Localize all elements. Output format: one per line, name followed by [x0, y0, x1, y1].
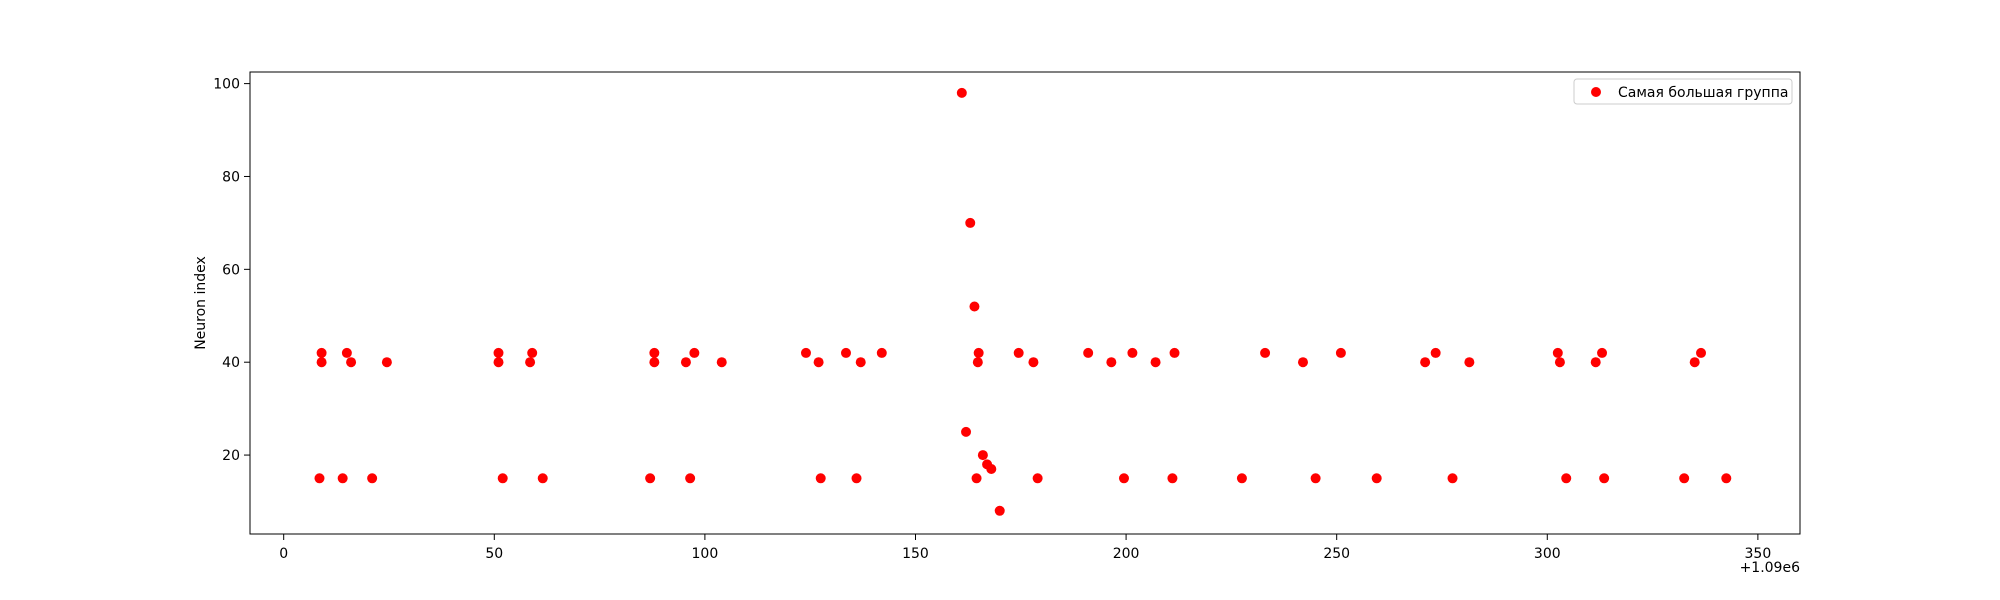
data-point — [994, 505, 1005, 516]
data-point — [851, 473, 862, 484]
y-tick-label: 20 — [222, 448, 240, 464]
data-point — [1599, 473, 1610, 484]
data-point — [969, 301, 980, 312]
data-point — [986, 463, 997, 474]
data-point — [1420, 357, 1431, 368]
y-tick-label: 80 — [222, 169, 240, 185]
data-point — [813, 357, 824, 368]
plot-area — [250, 72, 1800, 534]
data-points — [314, 87, 1732, 516]
data-point — [973, 347, 984, 358]
data-point — [1554, 357, 1565, 368]
data-point — [680, 357, 691, 368]
data-point — [649, 347, 660, 358]
data-point — [1236, 473, 1247, 484]
y-axis-label: Neuron index — [193, 256, 209, 350]
data-point — [493, 347, 504, 358]
data-point — [1169, 347, 1180, 358]
x-tick-label: 50 — [485, 546, 503, 562]
data-point — [1597, 347, 1608, 358]
data-point — [1335, 347, 1346, 358]
data-point — [961, 426, 972, 437]
data-point — [1028, 357, 1039, 368]
data-point — [977, 450, 988, 461]
y-tick-label: 100 — [213, 77, 240, 93]
data-point — [525, 357, 536, 368]
legend-marker-icon — [1591, 87, 1601, 97]
x-tick-label: 200 — [1113, 546, 1140, 562]
data-point — [855, 357, 866, 368]
data-point — [840, 347, 851, 358]
data-point — [1310, 473, 1321, 484]
x-tick-label: 100 — [692, 546, 719, 562]
data-point — [800, 347, 811, 358]
data-point — [1430, 347, 1441, 358]
data-point — [527, 347, 538, 358]
data-point — [815, 473, 826, 484]
x-axis-offset-label: +1.09e6 — [1740, 560, 1801, 576]
data-point — [876, 347, 887, 358]
y-axis-ticks: 20 40 60 80 100 — [213, 77, 250, 464]
data-point — [1679, 473, 1690, 484]
data-point — [649, 357, 660, 368]
legend: Самая большая группа — [1573, 78, 1793, 105]
data-point — [1590, 357, 1601, 368]
x-axis-ticks: 0 50 100 150 200 250 300 350 — [279, 534, 1771, 562]
y-tick-label: 60 — [222, 262, 240, 278]
x-tick-label: 300 — [1534, 546, 1561, 562]
data-point — [1032, 473, 1043, 484]
data-point — [1721, 473, 1732, 484]
x-tick-label: 350 — [1745, 546, 1772, 562]
data-point — [1371, 473, 1382, 484]
data-point — [537, 473, 548, 484]
data-point — [1150, 357, 1161, 368]
data-point — [341, 347, 352, 358]
x-tick-label: 250 — [1323, 546, 1350, 562]
data-point — [1696, 347, 1707, 358]
data-point — [316, 347, 327, 358]
data-point — [316, 357, 327, 368]
data-point — [1127, 347, 1138, 358]
data-point — [1464, 357, 1475, 368]
data-point — [1013, 347, 1024, 358]
x-tick-label: 0 — [279, 546, 288, 562]
data-point — [716, 357, 727, 368]
data-point — [956, 87, 967, 98]
data-point — [965, 217, 976, 228]
data-point — [381, 357, 392, 368]
data-point — [971, 473, 982, 484]
data-point — [1297, 357, 1308, 368]
y-tick-label: 40 — [222, 355, 240, 371]
data-point — [1167, 473, 1178, 484]
data-point — [1561, 473, 1572, 484]
data-point — [497, 473, 508, 484]
data-point — [685, 473, 696, 484]
data-point — [1260, 347, 1271, 358]
data-point — [1552, 347, 1563, 358]
data-point — [1689, 357, 1700, 368]
data-point — [645, 473, 656, 484]
data-point — [314, 473, 325, 484]
data-point — [1447, 473, 1458, 484]
data-point — [337, 473, 348, 484]
data-point — [367, 473, 378, 484]
data-point — [1083, 347, 1094, 358]
x-tick-label: 150 — [902, 546, 929, 562]
data-point — [972, 357, 983, 368]
data-point — [1118, 473, 1129, 484]
plot-frame — [249, 71, 1801, 535]
legend-box — [1573, 78, 1793, 105]
data-point — [1106, 357, 1117, 368]
data-point — [689, 347, 700, 358]
data-point — [493, 357, 504, 368]
legend-entry-label: Самая большая группа — [1618, 85, 1788, 101]
data-point — [346, 357, 357, 368]
